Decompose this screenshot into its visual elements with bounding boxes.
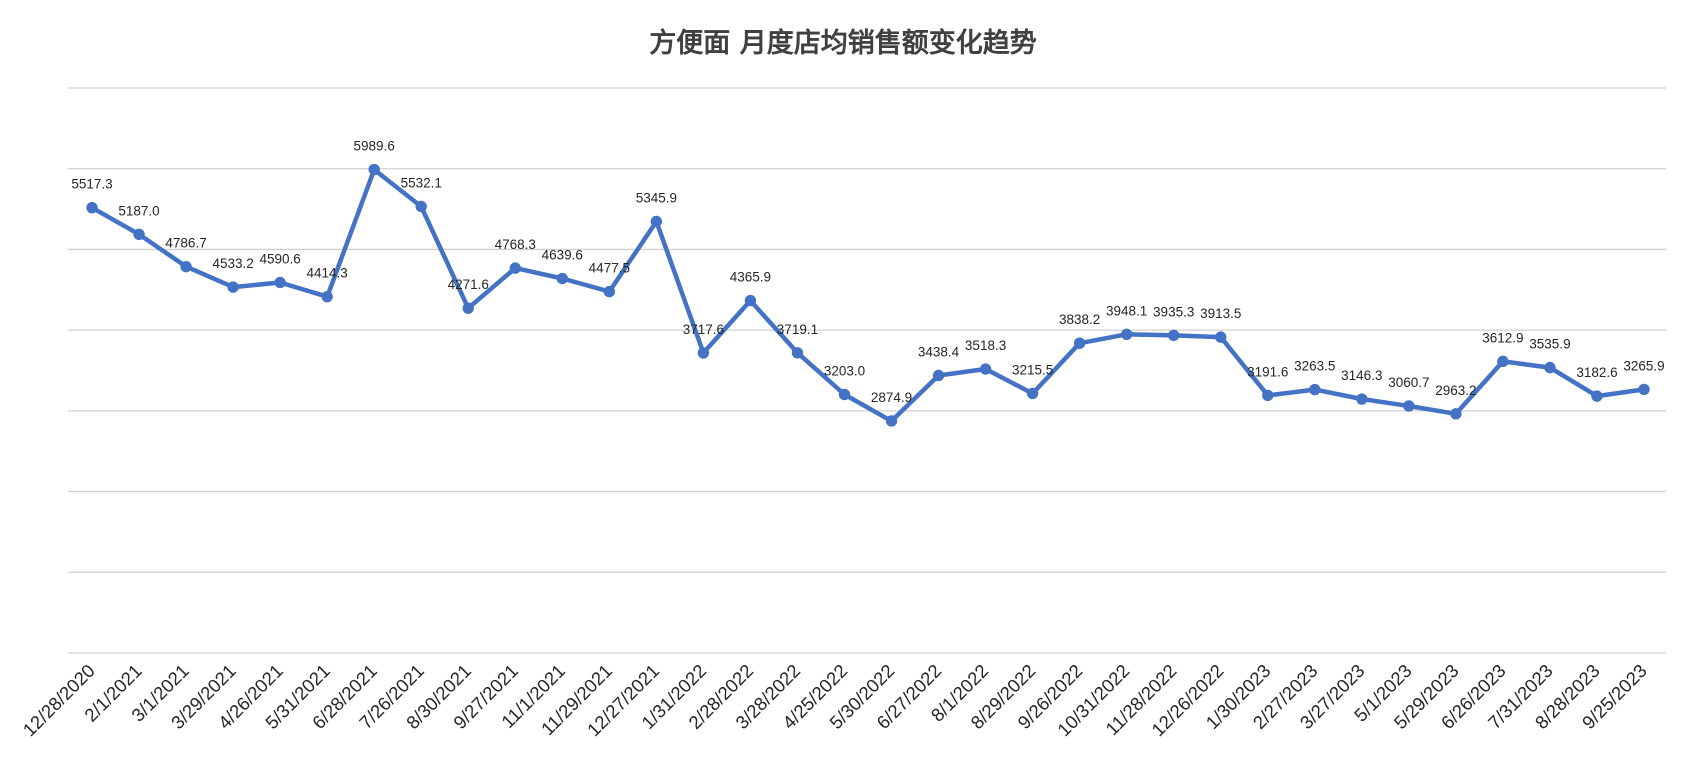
data-point: [603, 285, 616, 298]
data-point: [1026, 387, 1039, 400]
data-label: 3948.1: [1106, 303, 1147, 318]
gridlines: [68, 87, 1666, 654]
data-label: 3717.6: [683, 322, 724, 337]
data-label: 3838.2: [1059, 312, 1100, 327]
series-group: [86, 163, 1650, 427]
data-label: 3612.9: [1482, 330, 1523, 345]
data-point: [180, 260, 192, 273]
data-label: 3438.4: [918, 344, 960, 359]
data-point: [556, 272, 569, 285]
x-tick-label: 12/28/2020: [19, 660, 99, 740]
data-label: 3203.0: [824, 363, 865, 378]
data-label: 3913.5: [1200, 306, 1241, 321]
data-label: 4768.3: [495, 237, 536, 252]
data-label: 4533.2: [212, 256, 253, 271]
data-point: [1450, 408, 1462, 420]
data-point: [415, 200, 427, 213]
data-point: [1167, 329, 1180, 342]
data-point: [227, 281, 239, 293]
data-label: 4639.6: [542, 248, 583, 263]
data-point: [1591, 390, 1603, 402]
data-label: 4477.5: [589, 261, 630, 276]
data-label: 5517.3: [71, 177, 112, 192]
data-point: [1544, 361, 1556, 374]
data-point: [274, 276, 286, 289]
data-labels: 5517.3 5187.0 4786.7 4533.2 4590.6 4414.3 5989…: [71, 139, 1664, 405]
data-point: [1073, 337, 1086, 349]
series-line: [89, 167, 1647, 424]
data-point: [932, 369, 945, 382]
data-point: [509, 262, 521, 274]
data-point: [697, 347, 710, 359]
chart-title: 方便面 月度店均销售额变化趋势: [649, 27, 1036, 59]
data-point: [462, 302, 474, 314]
data-point: [650, 215, 663, 228]
data-label: 3191.6: [1247, 364, 1288, 379]
data-label: 4271.6: [448, 277, 489, 292]
data-label: 3060.7: [1388, 375, 1429, 390]
data-label: 3719.1: [777, 322, 818, 337]
data-label: 5187.0: [118, 203, 159, 218]
data-point: [133, 228, 145, 241]
data-point: [1262, 389, 1274, 402]
data-label: 3535.9: [1529, 337, 1570, 352]
data-label: 3215.5: [1012, 362, 1053, 377]
data-label: 3518.3: [965, 338, 1006, 353]
data-point: [1120, 328, 1133, 341]
data-point: [838, 388, 851, 401]
data-point: [1215, 331, 1227, 343]
data-label: 4414.3: [307, 266, 348, 281]
data-point: [1638, 383, 1650, 396]
data-point: [885, 415, 898, 427]
data-point: [791, 347, 804, 359]
data-label: 4590.6: [259, 251, 300, 266]
data-label: 3182.6: [1576, 365, 1617, 380]
data-label: 5345.9: [636, 191, 677, 206]
data-point: [979, 363, 992, 375]
data-point: [368, 163, 380, 176]
data-point: [321, 291, 333, 303]
data-label: 3146.3: [1341, 368, 1382, 383]
data-label: 2874.9: [871, 390, 912, 405]
data-point: [1356, 393, 1368, 405]
data-label: 5989.6: [354, 139, 395, 154]
data-label: 3263.5: [1294, 359, 1335, 374]
data-label: 3935.3: [1153, 304, 1194, 319]
data-point: [1403, 400, 1415, 412]
data-label: 4786.7: [165, 236, 206, 251]
data-point: [86, 201, 98, 214]
data-point: [1497, 355, 1509, 368]
data-label: 4365.9: [730, 270, 771, 285]
x-axis-tick-labels: 12/28/20202/1/20213/1/20213/29/20214/26/…: [19, 660, 1651, 740]
data-label: 2963.2: [1435, 383, 1476, 398]
data-label: 5532.1: [401, 175, 442, 190]
data-point: [1309, 383, 1321, 396]
data-point: [744, 294, 757, 307]
data-label: 3265.9: [1623, 358, 1664, 373]
